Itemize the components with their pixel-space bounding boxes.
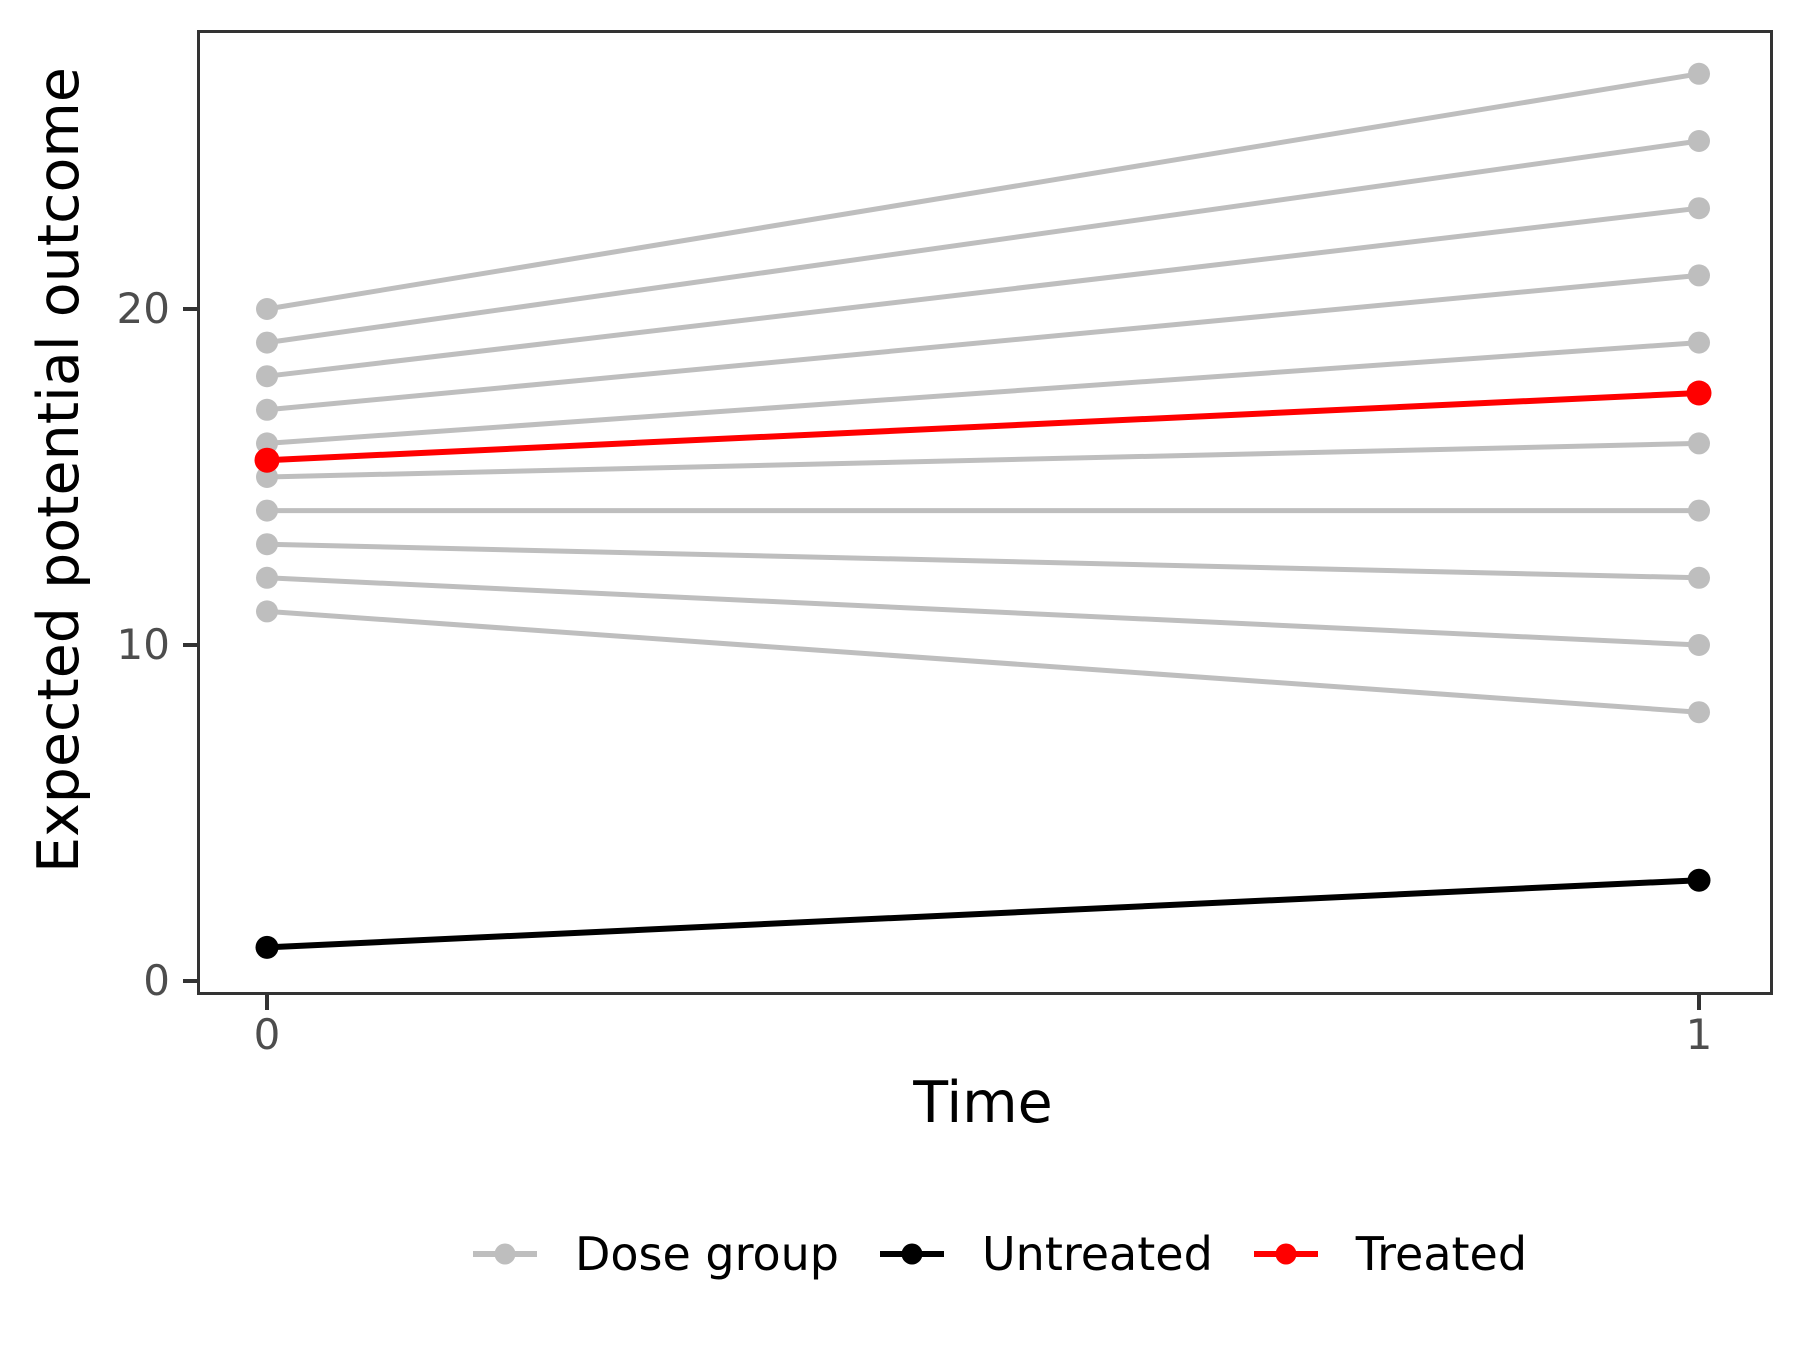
y-tick-mark [183,979,199,983]
x-tick-label: 1 [1685,1010,1713,1059]
y-tick-mark [183,307,199,311]
dose-group-line [266,575,1700,648]
dose-group-point [1688,499,1710,522]
y-tick-mark [183,643,199,647]
legend-label-treated: Treated [1355,1227,1528,1281]
legend-label-dose-group: Dose group [574,1227,839,1281]
dose-group-point [1688,62,1710,85]
dose-group-point [1688,566,1710,589]
dose-group-point [256,365,278,388]
y-tick-label: 0 [143,956,170,1005]
dose-group-point [1688,432,1710,455]
treated-point [1686,380,1712,406]
dose-group-point [256,466,278,488]
legend-item-treated: Treated [1253,1227,1528,1281]
dose-group-point [256,566,278,589]
plot-area [254,62,1712,959]
treated-point [254,447,280,473]
untreated-key-icon [880,1243,944,1265]
dose-group-point [256,600,278,623]
legend-item-dose-group: Dose group [472,1227,839,1281]
dose-group-line [266,541,1700,581]
y-tick-label: 10 [116,620,170,669]
dose-group-point [1688,197,1710,220]
treated-key-icon [1253,1243,1318,1265]
dose-group-point [256,533,278,556]
y-axis-title: Expected potential outcome [26,67,92,873]
dose-group-point [1688,331,1710,354]
dose-group-line [266,340,1700,446]
legend-label-untreated: Untreated [982,1227,1213,1281]
y-tick-label: 20 [116,284,170,333]
dose-group-point [256,398,278,421]
x-tick-mark [265,994,269,1010]
legend-item-untreated: Untreated [880,1229,1213,1279]
dose-group-point [256,331,278,354]
dose-group-line [266,205,1700,379]
dose-group-line [266,272,1700,413]
plot-panel-border [197,30,1773,995]
dose-group-point [1688,634,1710,656]
untreated-point [1687,868,1711,892]
x-axis-title: Time [913,1070,1053,1136]
dose-group-line [266,440,1700,480]
dose-group-line [266,71,1700,312]
x-tick-label: 0 [253,1010,281,1059]
untreated-point [255,935,279,959]
dose-group-key-icon [472,1243,537,1265]
x-tick-mark [1697,994,1701,1010]
dose-group-line [266,138,1700,346]
legend: Dose group Untreated Treated [200,1222,1800,1286]
dose-group-point [1688,264,1710,287]
dose-group-point [256,432,278,455]
dose-group-point [256,499,278,522]
dose-group-line [266,608,1700,715]
dose-group-point [1688,130,1710,152]
treated-line [266,390,1700,464]
dose-group-point [256,298,278,320]
dose-group-point [1688,701,1710,724]
untreated-line [266,877,1700,951]
